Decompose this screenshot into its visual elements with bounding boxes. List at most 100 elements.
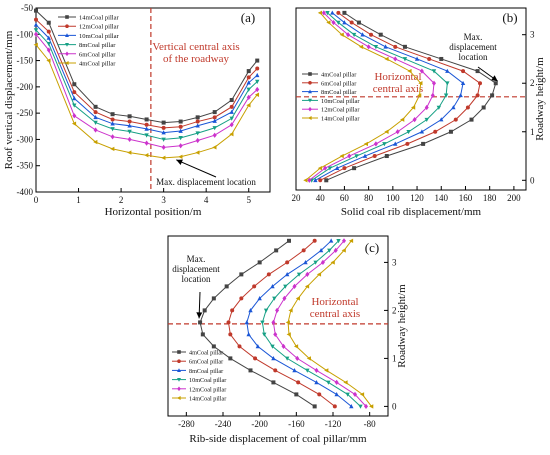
text-line: Max.: [464, 32, 483, 42]
data-point-marker: [263, 308, 269, 313]
data-point-marker: [284, 272, 290, 277]
data-point-marker: [393, 56, 398, 62]
data-point-marker: [262, 332, 267, 337]
data-point-marker: [292, 368, 297, 373]
data-point-marker: [271, 319, 276, 325]
legend-entry: 12mCoal pillar: [172, 386, 226, 393]
data-point-marker: [349, 404, 354, 409]
data-point-marker: [324, 178, 329, 183]
data-point-marker: [307, 177, 312, 183]
data-point-marker: [308, 89, 312, 94]
data-point-marker: [343, 380, 348, 385]
x-tick-label: -280: [178, 419, 195, 429]
x-tick-label: 100: [386, 193, 400, 203]
data-point-marker: [270, 284, 275, 289]
legend-label: 4mCoal pillar: [189, 350, 223, 357]
data-point-marker: [313, 177, 318, 183]
x-tick-label: -160: [288, 419, 305, 429]
data-point-marker: [127, 129, 132, 134]
panel-label: (a): [241, 10, 255, 25]
data-point-marker: [272, 296, 277, 301]
data-point-marker: [295, 355, 300, 361]
data-point-marker: [178, 128, 183, 133]
data-point-marker: [412, 117, 417, 123]
series-14mcoal-pillar: [303, 10, 423, 183]
data-point-marker: [211, 296, 216, 301]
data-point-marker: [226, 320, 231, 325]
legend-entry: 10mCoal pillar: [58, 33, 120, 40]
y-axis-label: Roof vertical displacement/mm: [3, 30, 15, 169]
legend-entry: 6mCoal pillar: [172, 359, 223, 366]
data-point-marker: [308, 106, 312, 112]
x-axis-label: Rib-side displacement of coal pillar/mm: [189, 433, 367, 445]
data-point-marker: [212, 110, 217, 115]
data-point-marker: [273, 331, 278, 337]
data-point-marker: [352, 166, 357, 171]
data-point-marker: [358, 404, 363, 409]
data-point-marker: [177, 386, 181, 392]
data-point-marker: [144, 122, 149, 127]
data-point-marker: [445, 81, 450, 86]
data-point-marker: [110, 146, 115, 152]
data-point-marker: [161, 155, 166, 161]
y-tick-label: 0: [392, 401, 397, 411]
data-point-marker: [195, 137, 200, 144]
legend-label: 8mCoal pillar: [79, 42, 116, 49]
legend-entry: 6mCoal pillar: [302, 80, 357, 87]
data-point-marker: [382, 142, 387, 147]
y-tick-label: 3: [530, 30, 535, 40]
data-point-marker: [314, 380, 319, 385]
data-point-marker: [303, 178, 308, 183]
data-point-marker: [33, 22, 39, 27]
data-point-marker: [255, 66, 260, 71]
data-point-marker: [93, 114, 98, 120]
data-point-marker: [72, 90, 77, 95]
data-point-marker: [419, 68, 424, 74]
data-point-marker: [384, 129, 389, 134]
data-point-marker: [406, 129, 411, 135]
series-6mcoal-pillar: [226, 238, 337, 409]
data-point-marker: [334, 392, 339, 397]
max-displacement-label: Max. displacement location: [172, 254, 220, 284]
data-point-marker: [439, 117, 444, 122]
data-point-marker: [229, 104, 234, 109]
y-tick-label: 1: [392, 353, 397, 363]
x-tick-label: 180: [483, 193, 497, 203]
x-tick-label: -240: [215, 419, 232, 429]
data-point-marker: [405, 141, 410, 146]
text-line: central axis: [373, 83, 423, 95]
max-displacement-label: Max. displacement location: [449, 32, 497, 62]
data-point-marker: [246, 103, 251, 108]
data-point-marker: [127, 114, 132, 119]
panel-c-coal-pillar-rib: -280 -240 -200 -160 -120 -80 0 1 2 3 Rib-side disp…: [167, 235, 408, 445]
y-tick-label: -400: [17, 187, 34, 197]
data-point-marker: [46, 58, 51, 63]
data-point-marker: [64, 61, 69, 65]
data-point-marker: [177, 377, 181, 382]
data-point-marker: [211, 344, 216, 349]
data-point-marker: [323, 165, 328, 171]
legend-label: 4mCoal pillar: [321, 72, 357, 79]
data-point-marker: [307, 116, 312, 120]
legend-label: 14mCoal pillar: [321, 116, 360, 123]
legend: 14mCoal pillar 12mCoal pillar 10mCoal pill…: [58, 15, 120, 68]
x-tick-label: 60: [340, 193, 350, 203]
data-point-marker: [178, 119, 183, 124]
data-point-marker: [239, 296, 244, 301]
data-point-marker: [308, 81, 312, 85]
legend-entry: 12mCoal pillar: [58, 24, 120, 31]
data-point-marker: [93, 139, 98, 145]
data-point-marker: [336, 20, 341, 25]
data-point-marker: [402, 44, 407, 49]
data-point-marker: [321, 10, 326, 16]
data-point-marker: [317, 165, 323, 171]
data-point-marker: [71, 121, 77, 126]
series-line: [35, 44, 258, 159]
x-tick-label: 0: [34, 195, 39, 205]
data-point-marker: [424, 117, 429, 123]
legend-label: 10mCoal pillar: [189, 377, 226, 384]
data-point-marker: [419, 129, 425, 134]
data-point-marker: [330, 260, 335, 265]
data-point-marker: [286, 332, 291, 337]
